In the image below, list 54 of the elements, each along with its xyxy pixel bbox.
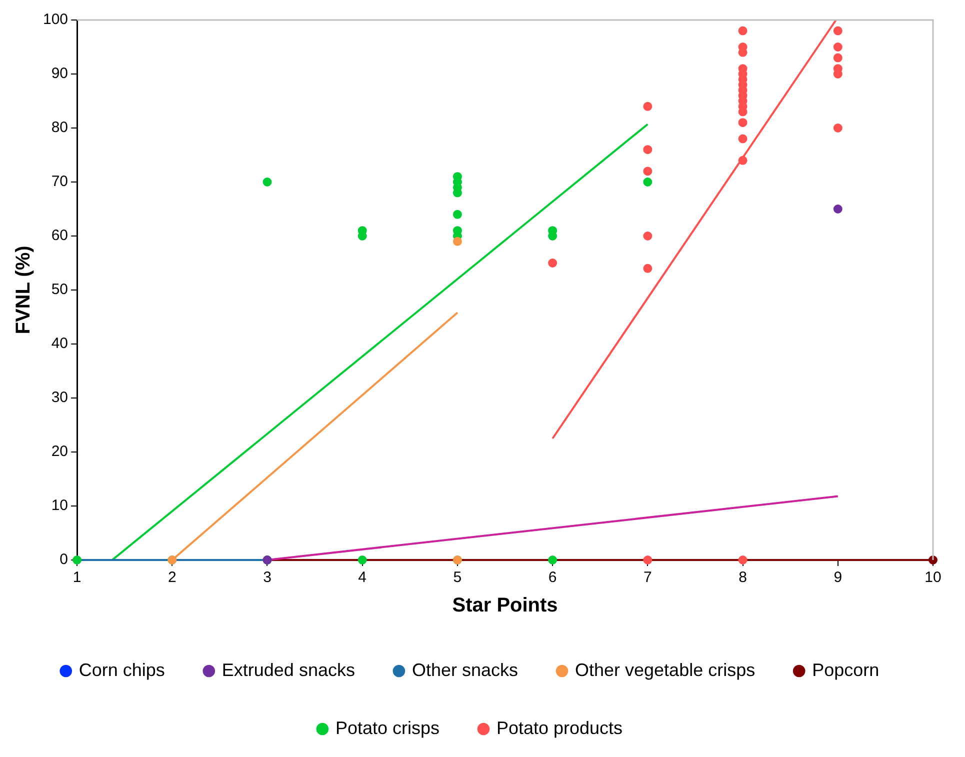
legend-label: Popcorn xyxy=(812,660,880,680)
point xyxy=(643,145,652,154)
y-tick-label: 50 xyxy=(51,281,68,298)
y-tick-label: 20 xyxy=(51,443,68,460)
point xyxy=(643,166,652,176)
legend-label: Extruded snacks xyxy=(222,660,355,680)
y-tick-label: 70 xyxy=(51,173,68,190)
y-tick-label: 100 xyxy=(42,11,68,28)
point xyxy=(738,134,748,144)
x-tick-label: 7 xyxy=(644,569,652,586)
point xyxy=(643,556,652,564)
y-tick-label: 10 xyxy=(51,497,68,514)
point xyxy=(833,204,842,214)
x-tick-label: 4 xyxy=(358,569,367,586)
x-axis-title: Star Points xyxy=(452,594,558,617)
point xyxy=(928,556,938,564)
point xyxy=(548,556,558,564)
x-tick-label: 3 xyxy=(263,569,272,586)
y-tick-label: 30 xyxy=(51,389,68,406)
point xyxy=(452,210,462,219)
point xyxy=(738,118,748,128)
point xyxy=(262,178,272,186)
x-tick-label: 9 xyxy=(834,569,842,586)
point xyxy=(643,178,652,186)
point xyxy=(643,264,652,273)
point xyxy=(833,124,842,132)
point xyxy=(738,556,748,564)
y-tick-label: 80 xyxy=(51,119,68,136)
x-tick-label: 2 xyxy=(168,569,176,586)
x-tick-label: 5 xyxy=(453,569,462,586)
x-tick-label: 6 xyxy=(548,569,557,586)
point xyxy=(833,26,842,36)
x-tick-label: 8 xyxy=(738,569,747,586)
y-axis-title: FVNL (%) xyxy=(12,246,35,334)
legend-label: Other vegetable crisps xyxy=(575,660,756,680)
point xyxy=(643,102,652,111)
legend-label: Potato crisps xyxy=(335,718,440,738)
y-tick-label: 40 xyxy=(51,335,68,352)
y-tick-label: 0 xyxy=(60,551,68,568)
point xyxy=(833,53,842,62)
point xyxy=(643,232,652,240)
x-tick-label: 1 xyxy=(72,569,82,586)
point xyxy=(738,156,748,165)
point xyxy=(358,556,367,564)
point xyxy=(452,236,462,246)
legend-label: Corn chips xyxy=(78,660,165,680)
point xyxy=(738,26,748,36)
point xyxy=(548,258,558,268)
legend-label: Potato products xyxy=(496,718,623,738)
x-tick-label: 10 xyxy=(924,569,942,586)
legend-label: Other snacks xyxy=(412,660,518,680)
y-tick-label: 60 xyxy=(51,227,68,244)
point xyxy=(833,42,842,52)
y-tick-label: 90 xyxy=(51,65,68,82)
